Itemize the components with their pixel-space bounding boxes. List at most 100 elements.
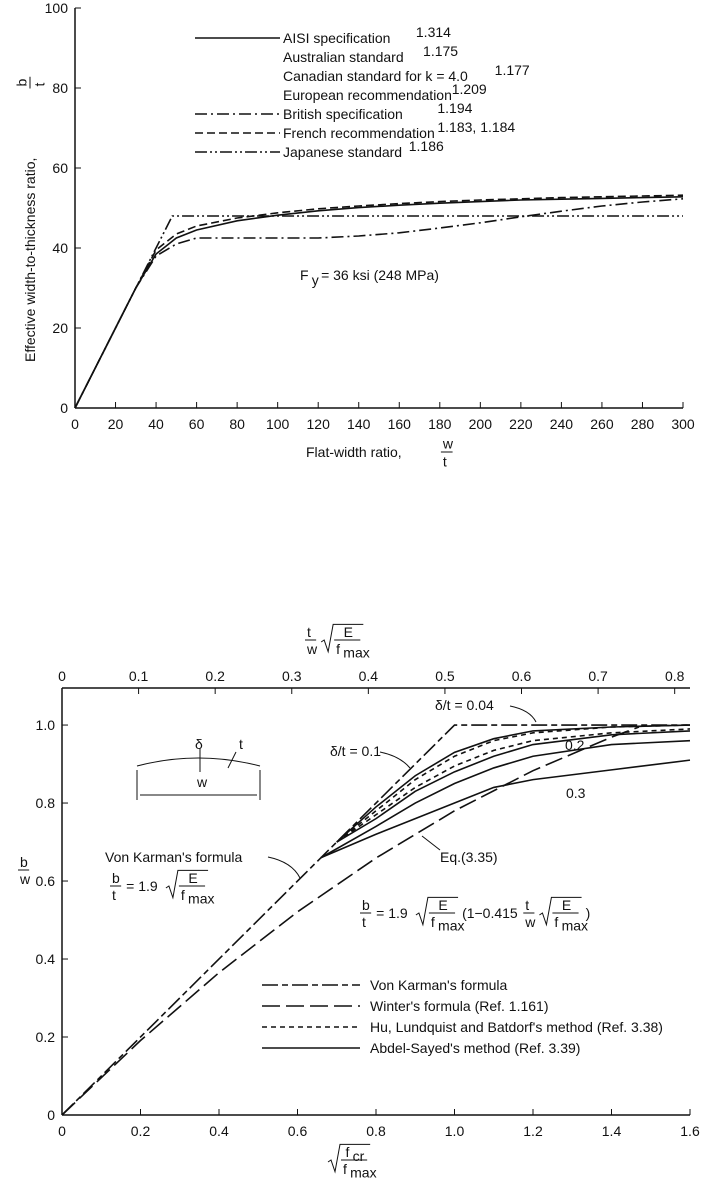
radical <box>415 896 459 927</box>
formula-text: = 1.9 <box>126 878 158 894</box>
fraction-den: f <box>336 641 340 657</box>
fraction-num: b <box>362 897 370 913</box>
inset-label: δ <box>195 736 203 752</box>
x-tick-label: 0.8 <box>366 1123 386 1139</box>
series-line <box>336 730 691 843</box>
fraction-subscript: max <box>438 918 464 934</box>
fraction-den: f <box>431 914 435 930</box>
chart: 0 0.2 0.4 0.6 0.8 1.0 1.2 1.4 1.6 0 0.2 0.4 0.6 0.8 1.… <box>18 623 700 1178</box>
chart: 0 20 40 60 80 100 120 140 160 180 200 220 240 260 280 3… <box>13 0 695 470</box>
y-tick-label: 80 <box>52 80 68 96</box>
formula-text: = 1.9 <box>376 905 408 921</box>
fraction-subscript: max <box>562 918 588 934</box>
x2-tick-label: 0.7 <box>588 668 608 684</box>
y-axis-label: bw <box>18 854 31 887</box>
series-line <box>320 759 691 859</box>
fraction-subscript: max <box>350 1165 376 1178</box>
arrow <box>267 856 301 879</box>
fraction-num: b <box>20 854 28 870</box>
fraction-num: E <box>562 897 571 913</box>
arrow <box>379 751 411 769</box>
radical <box>539 896 582 927</box>
fraction-num: b <box>13 79 29 87</box>
formula-text: (1−0.415 <box>462 905 518 921</box>
formula-text: F <box>300 267 309 283</box>
x-tick-label: 1.6 <box>680 1123 700 1139</box>
legend-label: Hu, Lundquist and Batdorf's method (Ref.… <box>370 1019 663 1035</box>
legend-ref: 1.314 <box>416 24 451 40</box>
legend-label: Von Karman's formula <box>370 977 508 993</box>
arrow <box>421 835 441 851</box>
y-tick-label: 40 <box>52 240 68 256</box>
curve-label: 0.2 <box>565 737 585 753</box>
fraction-num: t <box>307 624 311 640</box>
series-line <box>320 739 691 859</box>
arrow <box>509 705 537 723</box>
x2-tick-label: 0.1 <box>129 668 149 684</box>
fraction-den: w <box>524 914 536 930</box>
x-tick-label: 40 <box>148 416 164 432</box>
fraction-num: w <box>442 435 454 451</box>
curve-label: δ/t = 0.1 <box>330 743 381 759</box>
fraction-den: t <box>362 914 366 930</box>
fraction-num: b <box>112 870 120 886</box>
x-tick-label: 120 <box>307 416 331 432</box>
x-tick-label: 140 <box>347 416 371 432</box>
legend-ref: 1.186 <box>409 138 444 154</box>
annotation: Von Karman's formula <box>105 849 243 865</box>
x-tick-label: 100 <box>266 416 290 432</box>
x-tick-label: 200 <box>469 416 493 432</box>
radical <box>327 1143 371 1174</box>
x-tick-label: 180 <box>428 416 452 432</box>
legend-label: AISI specification <box>283 30 390 46</box>
y-tick-label: 0 <box>60 400 68 416</box>
x-tick-label: 0 <box>71 416 79 432</box>
legend-label: French recommendation <box>283 125 435 141</box>
series-line <box>74 196 684 409</box>
inset-label: t <box>239 736 243 752</box>
annotation: bt = 1.9 Ef max <box>110 869 215 907</box>
inset-label: w <box>196 774 208 790</box>
legend: AISI specification 1.314 Australian standa… <box>195 24 530 160</box>
x2-tick-label: 0.8 <box>665 668 685 684</box>
fraction-num: E <box>344 624 353 640</box>
fraction-subscript: max <box>188 891 214 907</box>
x2-tick-label: 0 <box>58 668 66 684</box>
series-line <box>61 724 690 1116</box>
x-tick-label: 0 <box>58 1123 66 1139</box>
fraction-den: w <box>306 641 318 657</box>
x2-axis-label: tw Ef max <box>305 623 370 661</box>
formula-text: Effective width-to-thickness ratio, <box>22 158 38 362</box>
legend-label: Winter's formula (Ref. 1.161) <box>370 998 549 1014</box>
y-tick-label: 0.8 <box>36 795 56 811</box>
x2-tick-label: 0.2 <box>205 668 225 684</box>
x-tick-label: 60 <box>189 416 205 432</box>
x-tick-label: 80 <box>229 416 245 432</box>
legend-ref: 1.183, 1.184 <box>437 119 515 135</box>
fraction-den: f <box>554 914 558 930</box>
fraction-subscript: max <box>343 645 369 661</box>
y-tick-label: 0.6 <box>36 873 56 889</box>
formula-text: = 36 ksi (248 MPa) <box>321 267 439 283</box>
legend-label: Canadian standard for k = 4.0 <box>283 68 468 84</box>
x-tick-label: 0.6 <box>288 1123 308 1139</box>
fraction-den: f <box>181 887 185 903</box>
series-line <box>336 728 691 843</box>
x2-tick-label: 0.4 <box>359 668 379 684</box>
formula-text: ) <box>586 905 591 921</box>
y-tick-label: 100 <box>45 0 69 16</box>
radical <box>165 869 209 900</box>
legend-ref: 1.175 <box>423 43 458 59</box>
fraction-den: t <box>112 887 116 903</box>
formula-subscript: y <box>312 272 319 288</box>
legend-label: European recommendation <box>283 87 452 103</box>
y-tick-label: 0 <box>47 1107 55 1123</box>
fraction-subscript: cr <box>353 1148 365 1164</box>
fraction-num: E <box>188 870 197 886</box>
radical <box>320 623 364 654</box>
x-tick-label: 220 <box>509 416 533 432</box>
y-tick-label: 60 <box>52 160 68 176</box>
legend-ref: 1.177 <box>495 62 530 78</box>
inset-diagram <box>136 748 261 800</box>
